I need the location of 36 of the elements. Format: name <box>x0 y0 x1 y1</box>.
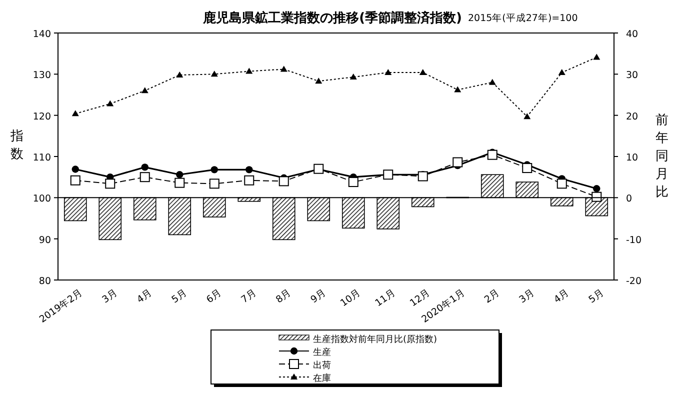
x-tick-label: 7月 <box>239 287 259 306</box>
y-tick-label: 140 <box>32 29 51 40</box>
chart-subtitle: 2015年(平成27年)=100 <box>468 12 578 24</box>
y2-tick-label: 30 <box>626 70 638 82</box>
y-tick-label: 90 <box>38 234 51 246</box>
y2-tick-label: 20 <box>626 111 638 122</box>
y2-tick-label: -10 <box>626 234 642 246</box>
x-tick-label: 12月 <box>408 287 433 310</box>
y2-tick-label: 40 <box>626 29 638 40</box>
x-tick-label: 5月 <box>586 287 606 306</box>
y-tick-label: 120 <box>32 111 51 122</box>
y-axis-title: 指数 <box>10 129 24 162</box>
y2-tick-label: -20 <box>626 276 642 287</box>
legend-label: 生産 <box>313 347 331 358</box>
legend-label: 生産指数対前年同月比(原指数) <box>313 334 438 345</box>
y2-axis-title: 前年同月比 <box>656 113 668 200</box>
x-tick-label: 4月 <box>135 287 155 306</box>
x-tick-label: 10月 <box>338 287 364 310</box>
y-tick-label: 100 <box>32 194 51 205</box>
y2-tick-label: 10 <box>626 152 638 164</box>
x-tick-label: 8月 <box>274 287 294 306</box>
x-tick-label: 11月 <box>373 287 398 310</box>
x-tick-label: 9月 <box>308 287 328 306</box>
x-tick-label: 3月 <box>100 287 120 306</box>
legend-label: 在庫 <box>313 373 331 384</box>
x-tick-label: 2月 <box>482 287 502 306</box>
x-tick-label: 4月 <box>552 287 572 306</box>
x-tick-label: 6月 <box>204 287 224 306</box>
y-tick-label: 80 <box>38 276 51 287</box>
legend-label: 出荷 <box>313 360 331 371</box>
x-tick-label: 3月 <box>517 287 537 306</box>
y-tick-label: 110 <box>32 152 51 164</box>
y2-tick-label: 0 <box>626 194 632 205</box>
y-tick-label: 130 <box>32 70 51 82</box>
x-tick-label: 5月 <box>170 287 190 306</box>
chart-title: 鹿児島県鉱工業指数の推移(季節調整済指数) <box>202 10 462 26</box>
